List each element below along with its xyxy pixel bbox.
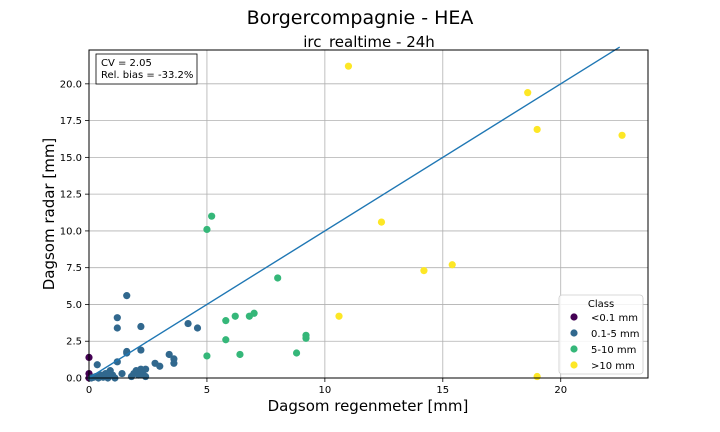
data-point	[123, 292, 131, 300]
legend-marker	[570, 313, 578, 321]
data-point	[236, 350, 244, 359]
legend-label: 5-10 mm	[591, 345, 636, 356]
legend-frame	[558, 294, 644, 375]
y-tick-label: 20.0	[60, 79, 82, 90]
data-point	[222, 336, 230, 344]
data-point	[142, 365, 150, 373]
y-tick-label: 5.0	[66, 300, 82, 311]
data-point	[250, 309, 258, 317]
data-point	[533, 372, 541, 381]
y-tick-label: 10.0	[60, 226, 82, 237]
y-tick-label: 17.5	[60, 116, 82, 127]
legend-entries: <0.1 mm 0.1-5 mm 5-10 mm >10 mm	[570, 313, 640, 372]
data-point	[335, 312, 343, 320]
y-tick-label: 7.5	[66, 263, 82, 274]
data-point	[156, 362, 164, 370]
data-point	[533, 125, 541, 134]
data-point	[170, 359, 178, 367]
axis-ticks: 0 5 10 15 20 0.0 2.5 5.0 7.5 10.0 12.5 15.0 17.5 20.0	[60, 79, 567, 396]
x-tick-label: 20	[554, 385, 567, 396]
data-point	[420, 267, 428, 275]
stats-box-frame	[95, 53, 198, 85]
data-point	[618, 131, 626, 139]
data-point	[184, 319, 192, 328]
legend-marker	[570, 361, 578, 369]
data-point	[203, 225, 211, 234]
chart-title: Borgercompagnie - HEA	[247, 7, 474, 29]
stats-cv: CV = 2.05	[101, 58, 152, 69]
data-point	[203, 352, 211, 360]
legend-marker	[570, 345, 578, 353]
legend: Class <0.1 mm 0.1-5 mm 5-10 mm >10 mm	[558, 294, 644, 375]
stats-bias: Rel. bias = -33.2%	[101, 70, 193, 81]
legend-label: 0.1-5 mm	[591, 329, 640, 340]
legend-label: <0.1 mm	[591, 313, 638, 324]
legend-label: >10 mm	[591, 361, 635, 372]
y-tick-label: 2.5	[66, 337, 82, 348]
data-point	[448, 261, 456, 269]
x-tick-label: 15	[436, 385, 449, 396]
data-point	[142, 372, 150, 381]
stats-box: CV = 2.05 Rel. bias = -33.2%	[95, 53, 198, 85]
data-point	[137, 346, 145, 354]
x-tick-label: 10	[318, 385, 331, 396]
data-point	[292, 349, 301, 357]
data-point	[193, 324, 202, 332]
x-tick-label: 0	[86, 385, 92, 396]
plot-frame	[88, 49, 649, 379]
data-point	[524, 89, 532, 97]
data-point	[113, 324, 121, 332]
data-point	[99, 373, 107, 381]
chart-subtitle: irc_realtime - 24h	[303, 33, 435, 52]
data-point	[137, 322, 145, 331]
data-point	[377, 218, 386, 226]
x-axis-label: Dagsom regenmeter [mm]	[268, 397, 469, 415]
data-point	[93, 361, 101, 369]
data-point	[118, 369, 126, 378]
data-point	[231, 312, 239, 320]
data-point	[222, 317, 230, 325]
y-tick-label: 15.0	[60, 153, 82, 164]
data-point	[165, 350, 173, 359]
data-point	[302, 334, 310, 342]
fit-line-group	[88, 46, 621, 379]
data-point	[344, 62, 353, 70]
data-point	[274, 274, 282, 282]
y-axis-label: Dagsom radar [mm]	[40, 138, 58, 291]
grid-lines	[88, 50, 648, 379]
x-tick-label: 5	[204, 385, 210, 396]
y-tick-label: 0.0	[66, 374, 82, 385]
data-point	[208, 212, 216, 220]
legend-marker	[570, 329, 578, 337]
data-point	[113, 314, 121, 322]
one-to-one-line	[88, 46, 621, 379]
y-tick-label: 12.5	[60, 190, 82, 201]
legend-title: Class	[588, 299, 614, 310]
